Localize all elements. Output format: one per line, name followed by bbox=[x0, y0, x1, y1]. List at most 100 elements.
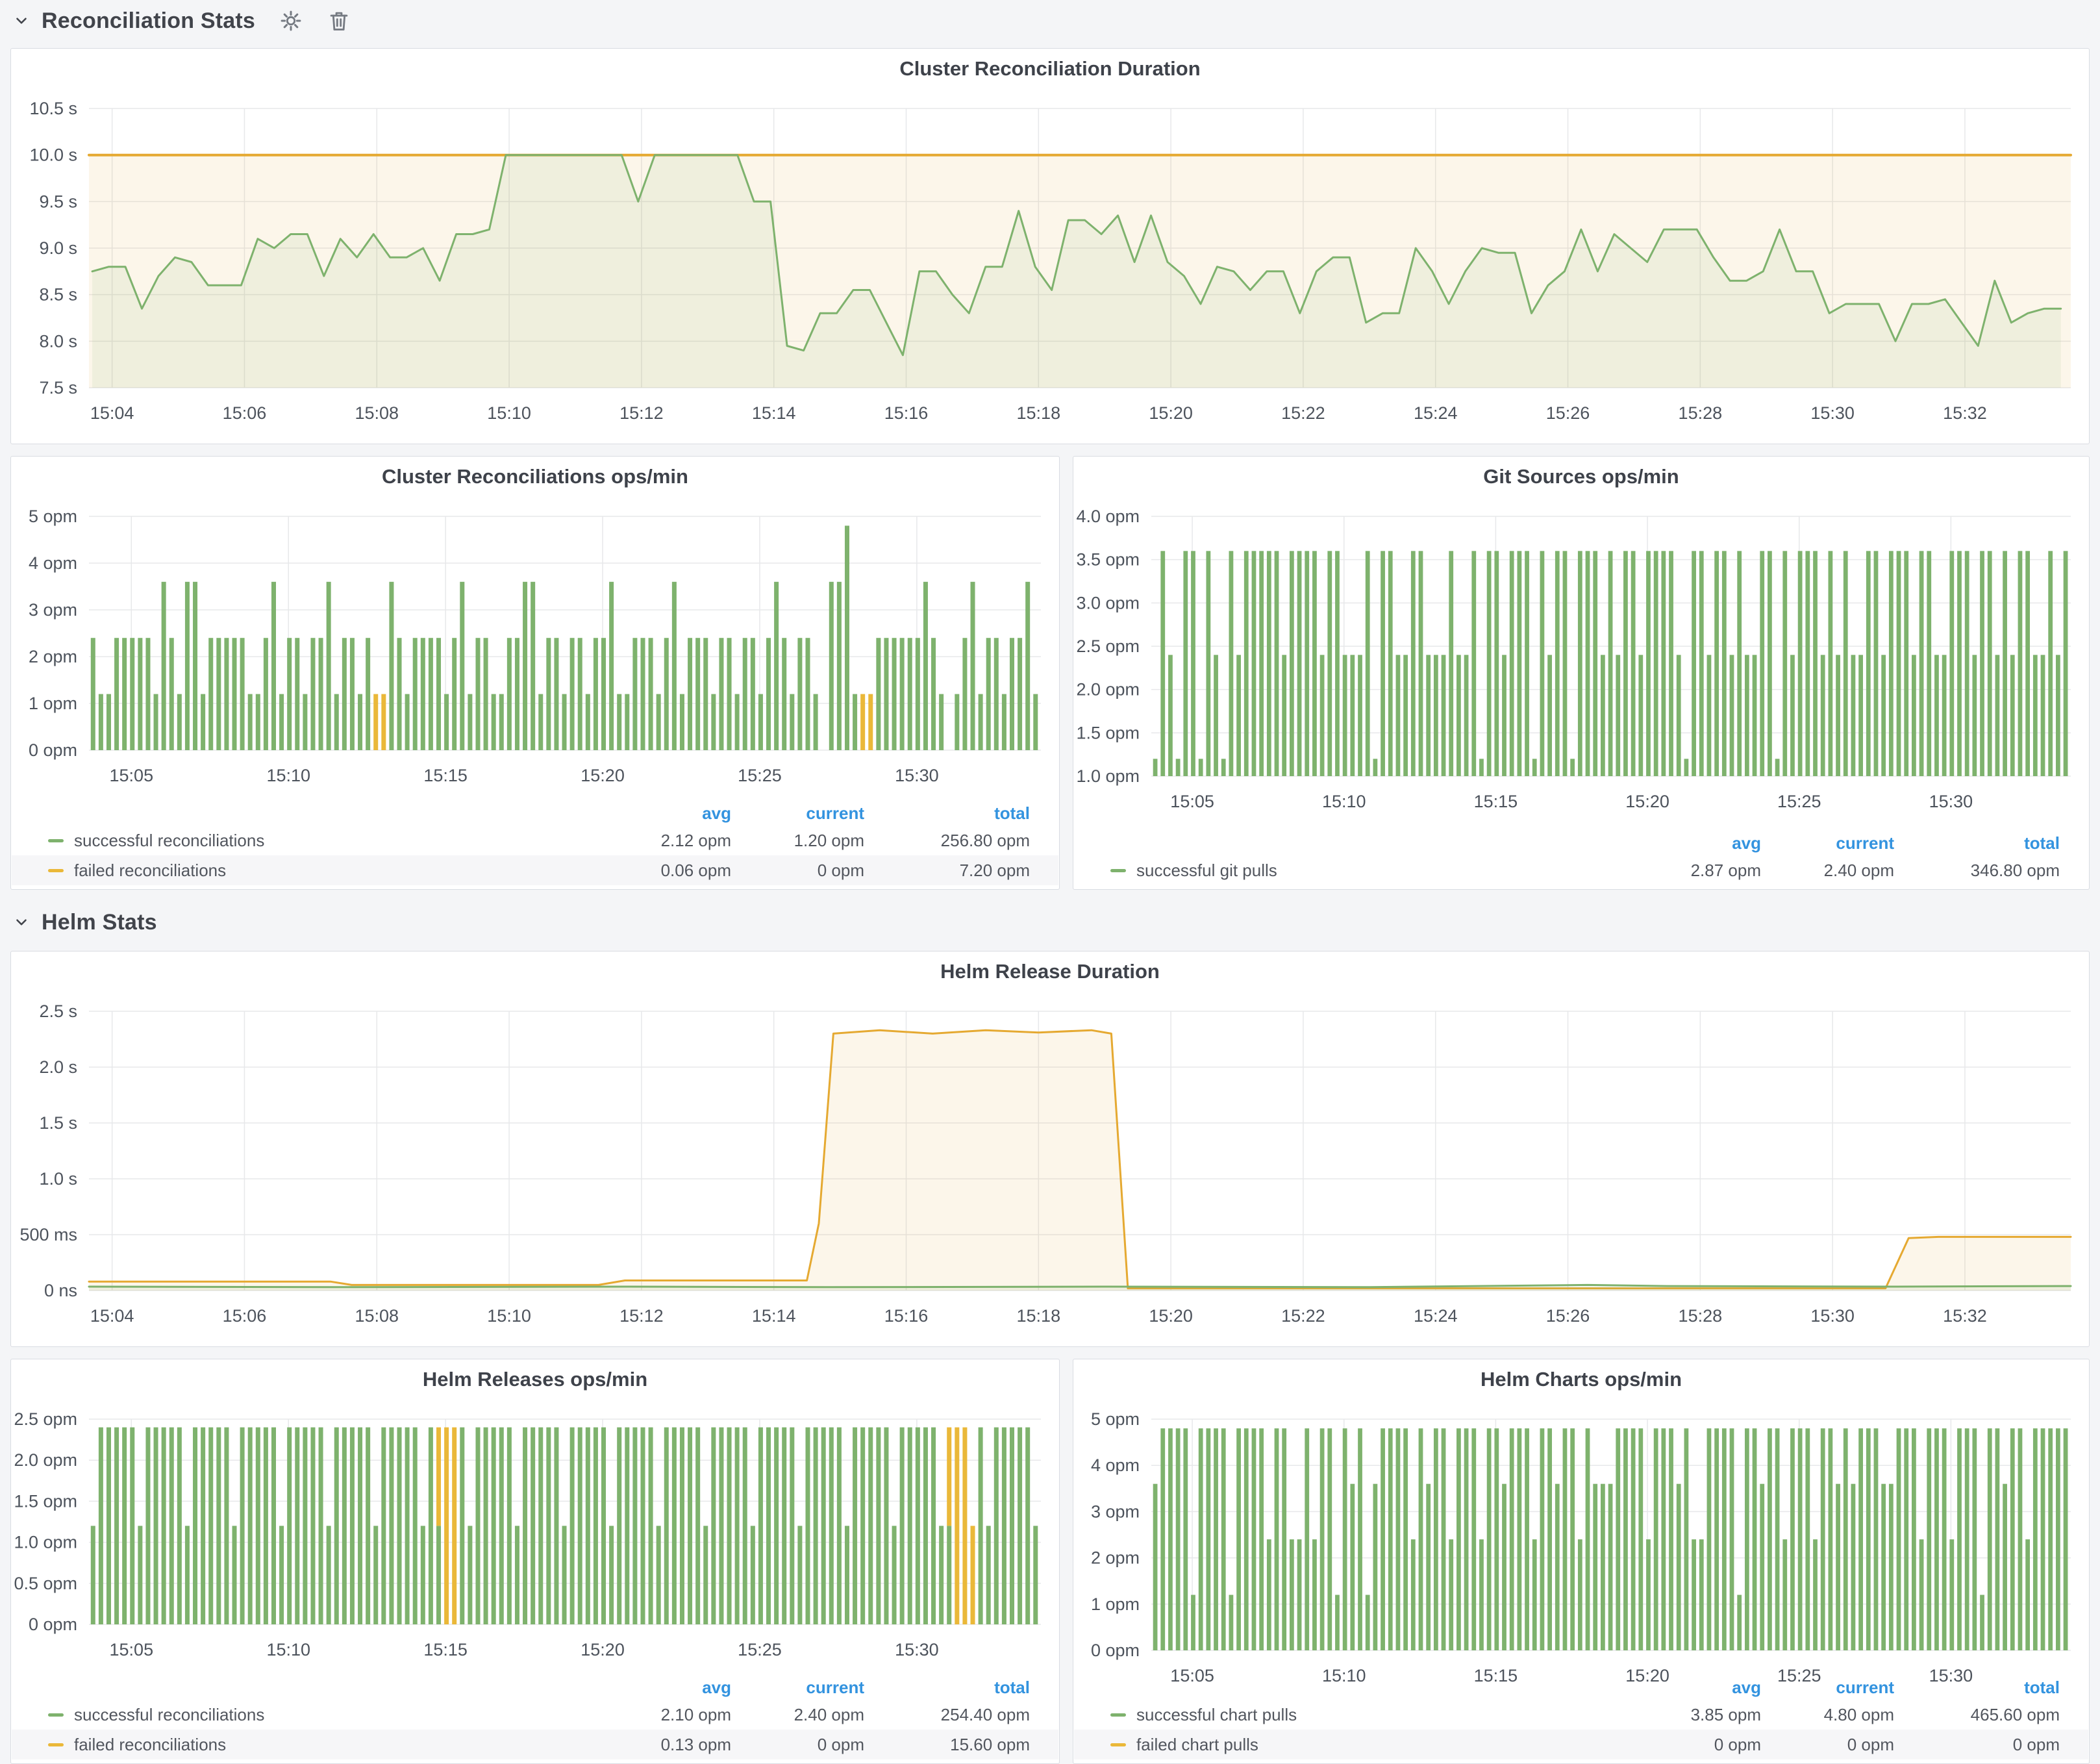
svg-text:15:10: 15:10 bbox=[266, 1640, 310, 1659]
legend-stats-header: avg current total bbox=[1074, 1675, 2088, 1700]
legend-series-toggle[interactable]: failed reconciliations bbox=[48, 861, 595, 881]
stat-column-current[interactable]: current bbox=[806, 803, 864, 823]
stat-column-avg[interactable]: avg bbox=[702, 803, 731, 823]
series-color-dash bbox=[1110, 1713, 1126, 1717]
legend-row: successful chart pulls 3.85 opm 4.80 opm 46… bbox=[1074, 1700, 2088, 1730]
svg-text:15:06: 15:06 bbox=[223, 403, 267, 423]
svg-text:15:20: 15:20 bbox=[1625, 792, 1669, 811]
series-color-dash bbox=[1110, 868, 1126, 872]
svg-text:8.0 s: 8.0 s bbox=[39, 331, 77, 351]
trash-icon[interactable] bbox=[327, 8, 351, 33]
stat-column-current[interactable]: current bbox=[1836, 833, 1894, 853]
svg-text:15:18: 15:18 bbox=[1017, 403, 1061, 423]
svg-text:1 opm: 1 opm bbox=[1091, 1594, 1140, 1614]
panel-cluster-reconciliation-duration: Cluster Reconciliation Duration 15:04 15:… bbox=[10, 48, 2090, 444]
panel-title[interactable]: Cluster Reconciliation Duration bbox=[899, 57, 1201, 80]
svg-text:2.5 opm: 2.5 opm bbox=[1076, 636, 1140, 656]
panel-helm-charts-opm: Helm Charts ops/min 15:05 15:10 15:15 15:20… bbox=[1073, 1359, 2090, 1764]
stat-value-current: 2.40 opm bbox=[1823, 860, 1894, 880]
svg-text:3 opm: 3 opm bbox=[1091, 1502, 1140, 1521]
stat-column-avg[interactable]: avg bbox=[702, 1677, 731, 1697]
git-sources-opm-chart[interactable]: 15:05 15:10 15:15 15:20 15:25 15:30 1.0 opm 1.5… bbox=[1075, 490, 2088, 827]
legend-series-toggle[interactable]: successful reconciliations bbox=[48, 831, 595, 851]
gear-icon[interactable] bbox=[279, 8, 303, 33]
legend-stats-header: avg current total bbox=[12, 801, 1058, 825]
svg-text:15:16: 15:16 bbox=[884, 1306, 929, 1326]
svg-text:1 opm: 1 opm bbox=[29, 694, 77, 713]
svg-text:2 opm: 2 opm bbox=[1091, 1548, 1140, 1568]
svg-text:15:25: 15:25 bbox=[738, 1640, 782, 1659]
section-header-helm-stats[interactable]: Helm Stats bbox=[13, 905, 157, 939]
helm-releases-opm-chart[interactable]: 15:05 15:10 15:15 15:20 15:25 15:30 0 opm 0.5 o… bbox=[12, 1393, 1058, 1675]
svg-text:8.5 s: 8.5 s bbox=[39, 285, 77, 305]
chevron-down-icon bbox=[16, 18, 27, 24]
stat-value-current: 0 opm bbox=[817, 1734, 864, 1754]
stat-value-avg: 2.87 opm bbox=[1690, 860, 1761, 880]
helm-charts-opm-chart[interactable]: 15:05 15:10 15:15 15:20 15:25 15:30 0 opm 1 opm… bbox=[1075, 1393, 2088, 1701]
svg-text:5 opm: 5 opm bbox=[1091, 1409, 1140, 1429]
svg-text:1.5 s: 1.5 s bbox=[39, 1113, 77, 1133]
stat-column-current[interactable]: current bbox=[806, 1677, 864, 1697]
svg-text:9.0 s: 9.0 s bbox=[39, 238, 77, 258]
stat-value-current: 2.40 opm bbox=[794, 1704, 864, 1724]
stat-column-total[interactable]: total bbox=[2024, 1677, 2060, 1697]
stat-value-total: 15.60 opm bbox=[950, 1734, 1030, 1754]
svg-text:500 ms: 500 ms bbox=[19, 1225, 77, 1244]
legend-series-label: failed reconciliations bbox=[74, 860, 227, 880]
svg-text:15:08: 15:08 bbox=[355, 403, 399, 423]
section-header-reconciliation-stats[interactable]: Reconciliation Stats bbox=[13, 4, 351, 38]
svg-text:9.5 s: 9.5 s bbox=[39, 192, 77, 211]
svg-text:15:15: 15:15 bbox=[1474, 792, 1518, 811]
helm-release-duration-chart[interactable]: 15:04 15:06 15:08 15:10 15:12 15:14 15:16 15:18… bbox=[12, 985, 2088, 1341]
legend-series-toggle[interactable]: successful chart pulls bbox=[1110, 1705, 1625, 1725]
svg-text:0 ns: 0 ns bbox=[44, 1281, 77, 1300]
cluster-reconciliation-duration-chart[interactable]: 15:04 15:06 15:08 15:10 15:12 15:14 15:16 15:18… bbox=[12, 82, 2088, 438]
svg-text:1.5 opm: 1.5 opm bbox=[1076, 723, 1140, 742]
panel-title[interactable]: Cluster Reconciliations ops/min bbox=[382, 465, 688, 488]
stat-value-avg: 2.12 opm bbox=[660, 830, 731, 850]
stat-column-total[interactable]: total bbox=[994, 803, 1030, 823]
stat-column-total[interactable]: total bbox=[2024, 833, 2060, 853]
legend-stats-header: avg current total bbox=[1074, 831, 2088, 855]
legend-series-label: successful chart pulls bbox=[1136, 1704, 1297, 1724]
stat-value-avg: 0.06 opm bbox=[660, 860, 731, 880]
svg-text:15:30: 15:30 bbox=[895, 766, 939, 785]
panel-title[interactable]: Helm Release Duration bbox=[940, 960, 1160, 983]
svg-text:7.5 s: 7.5 s bbox=[39, 378, 77, 397]
stat-value-total: 465.60 opm bbox=[1970, 1704, 2060, 1724]
svg-text:15:16: 15:16 bbox=[884, 403, 929, 423]
legend-series-toggle[interactable]: failed reconciliations bbox=[48, 1735, 595, 1755]
legend-series-toggle[interactable]: successful reconciliations bbox=[48, 1705, 595, 1725]
cluster-reconciliations-opm-chart[interactable]: 15:05 15:10 15:15 15:20 15:25 15:30 0 opm 1 opm… bbox=[12, 490, 1058, 801]
panel-title[interactable]: Helm Charts ops/min bbox=[1480, 1368, 1682, 1391]
legend-row: failed reconciliations 0.13 opm 0 opm 15.60… bbox=[12, 1730, 1058, 1759]
svg-text:15:05: 15:05 bbox=[110, 1640, 154, 1659]
svg-text:15:22: 15:22 bbox=[1281, 1306, 1325, 1326]
section-title[interactable]: Helm Stats bbox=[42, 909, 157, 935]
svg-text:2.0 s: 2.0 s bbox=[39, 1057, 77, 1077]
panel-title[interactable]: Git Sources ops/min bbox=[1483, 465, 1679, 488]
legend-row: successful git pulls 2.87 opm 2.40 opm 346.… bbox=[1074, 855, 2088, 885]
svg-text:15:22: 15:22 bbox=[1281, 403, 1325, 423]
stat-value-total: 256.80 opm bbox=[940, 830, 1030, 850]
section-title[interactable]: Reconciliation Stats bbox=[42, 8, 255, 33]
panel-title[interactable]: Helm Releases ops/min bbox=[422, 1368, 648, 1391]
legend-series-label: successful reconciliations bbox=[74, 1704, 265, 1724]
stat-value-total: 7.20 opm bbox=[959, 860, 1030, 880]
stat-column-avg[interactable]: avg bbox=[1732, 1677, 1761, 1697]
svg-text:3.0 opm: 3.0 opm bbox=[1076, 593, 1140, 612]
stat-value-total: 254.40 opm bbox=[940, 1704, 1030, 1724]
svg-text:1.5 opm: 1.5 opm bbox=[14, 1491, 77, 1511]
legend-series-toggle[interactable]: successful git pulls bbox=[1110, 861, 1625, 881]
svg-text:15:20: 15:20 bbox=[1149, 403, 1193, 423]
svg-text:0.5 opm: 0.5 opm bbox=[14, 1574, 77, 1593]
legend-row: successful reconciliations 2.12 opm 1.20 o… bbox=[12, 825, 1058, 855]
svg-text:4 opm: 4 opm bbox=[1091, 1455, 1140, 1475]
svg-text:15:04: 15:04 bbox=[90, 403, 134, 423]
stat-column-total[interactable]: total bbox=[994, 1677, 1030, 1697]
svg-text:15:30: 15:30 bbox=[1929, 1666, 1973, 1685]
legend-series-toggle[interactable]: failed chart pulls bbox=[1110, 1735, 1625, 1755]
stat-column-avg[interactable]: avg bbox=[1732, 833, 1761, 853]
stat-column-current[interactable]: current bbox=[1836, 1677, 1894, 1697]
legend-series-label: successful reconciliations bbox=[74, 830, 265, 850]
